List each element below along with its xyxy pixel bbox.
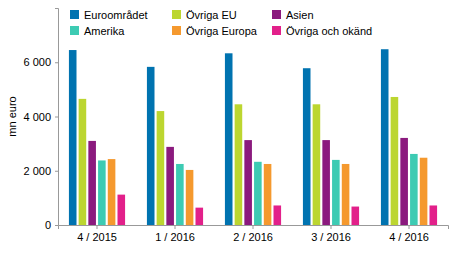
x-tick: 1 / 2016 bbox=[155, 225, 195, 243]
y-axis: 0 2 000 4 000 6 000 bbox=[23, 9, 58, 232]
bar bbox=[157, 111, 165, 225]
y-tick-mark bbox=[55, 225, 58, 226]
y-tick: 0 bbox=[45, 219, 58, 231]
bar bbox=[303, 68, 311, 225]
y-tick: 2 000 bbox=[23, 165, 58, 177]
x-tick: 3 / 2016 bbox=[311, 225, 351, 243]
y-tick-mark bbox=[55, 62, 58, 63]
bar bbox=[381, 49, 389, 225]
legend-item: Övriga EU bbox=[172, 9, 237, 21]
legend-item: Euroområdet bbox=[70, 9, 148, 21]
bar bbox=[98, 160, 106, 225]
bar bbox=[264, 164, 272, 225]
y-tick-mark bbox=[55, 117, 58, 118]
legend-label: Övriga och okänd bbox=[286, 25, 372, 37]
x-axis: 4 / 2015 1 / 2016 2 / 2016 3 / 2016 4 / 2016 bbox=[59, 225, 449, 243]
legend-swatch bbox=[272, 26, 281, 35]
x-tick-mark bbox=[97, 225, 98, 229]
bar bbox=[118, 195, 126, 225]
legend-label: Euroområdet bbox=[84, 9, 148, 21]
x-tick-label: 2 / 2016 bbox=[233, 231, 273, 243]
x-tick: 2 / 2016 bbox=[233, 225, 273, 243]
x-tick: 4 / 2016 bbox=[389, 225, 429, 243]
bar-series bbox=[98, 154, 418, 225]
bar bbox=[69, 50, 77, 225]
bars bbox=[69, 49, 437, 225]
y-axis-title: mn euro bbox=[6, 96, 18, 136]
bar bbox=[196, 208, 204, 225]
bar bbox=[254, 162, 262, 225]
bar bbox=[79, 99, 87, 225]
legend-item: Amerika bbox=[70, 25, 125, 37]
bar bbox=[186, 170, 194, 225]
legend-label: Övriga Europa bbox=[186, 25, 258, 37]
y-tick-label: 2 000 bbox=[23, 165, 51, 177]
bar bbox=[147, 67, 155, 225]
x-tick-mark bbox=[175, 225, 176, 229]
x-tick-label: 4 / 2015 bbox=[77, 231, 117, 243]
bar bbox=[274, 205, 282, 225]
legend-swatch bbox=[172, 10, 181, 19]
bar bbox=[410, 154, 418, 225]
bar bbox=[420, 158, 428, 225]
x-tick-mark bbox=[409, 225, 410, 229]
legend-label: Övriga EU bbox=[186, 9, 237, 21]
y-tick-mark bbox=[55, 171, 58, 172]
legend: Euroområdet Övriga EU Asien Amerika Övriga E… bbox=[70, 9, 372, 37]
legend-item: Asien bbox=[272, 9, 314, 21]
y-tick-label: 0 bbox=[45, 219, 51, 231]
legend-label: Amerika bbox=[84, 25, 125, 37]
chart-container: 0 2 000 4 000 6 000 4 / 2015 1 / 2016 2 / 2016… bbox=[0, 0, 454, 253]
legend-swatch bbox=[272, 10, 281, 19]
bar bbox=[391, 97, 399, 225]
x-tick: 4 / 2015 bbox=[77, 225, 117, 243]
bar bbox=[430, 205, 438, 225]
y-axis-line bbox=[55, 9, 59, 226]
y-tick: 6 000 bbox=[23, 56, 58, 68]
bar bbox=[88, 141, 96, 225]
legend-label: Asien bbox=[286, 9, 314, 21]
y-tick-label: 4 000 bbox=[23, 111, 51, 123]
legend-item: Övriga och okänd bbox=[272, 25, 372, 37]
bar-series bbox=[118, 195, 438, 225]
legend-swatch bbox=[172, 26, 181, 35]
bar bbox=[235, 104, 243, 225]
bar-series bbox=[79, 97, 399, 225]
bar bbox=[352, 207, 360, 225]
x-tick-label: 3 / 2016 bbox=[311, 231, 351, 243]
bar bbox=[313, 104, 321, 225]
bar bbox=[166, 147, 174, 225]
bar bbox=[108, 159, 116, 225]
x-tick-mark bbox=[253, 225, 254, 229]
y-tick: 4 000 bbox=[23, 111, 58, 123]
bar bbox=[400, 138, 408, 225]
bar bbox=[322, 140, 330, 225]
legend-swatch bbox=[70, 10, 79, 19]
bar bbox=[244, 140, 252, 225]
bar bbox=[176, 164, 184, 225]
x-tick-label: 1 / 2016 bbox=[155, 231, 195, 243]
plot-area: 0 2 000 4 000 6 000 4 / 2015 1 / 2016 2 / 2016… bbox=[23, 9, 448, 243]
bar-series bbox=[69, 49, 389, 225]
legend-swatch bbox=[70, 26, 79, 35]
x-tick-label: 4 / 2016 bbox=[389, 231, 429, 243]
bar-series bbox=[88, 138, 408, 225]
bar bbox=[332, 160, 340, 225]
legend-item: Övriga Europa bbox=[172, 25, 258, 37]
x-tick-mark bbox=[331, 225, 332, 229]
bar bbox=[225, 53, 233, 225]
chart-svg: 0 2 000 4 000 6 000 4 / 2015 1 / 2016 2 / 2016… bbox=[0, 0, 454, 253]
x-axis-line bbox=[59, 226, 449, 230]
bar bbox=[342, 164, 350, 225]
bar-series bbox=[108, 158, 428, 225]
y-tick-label: 6 000 bbox=[23, 56, 51, 68]
